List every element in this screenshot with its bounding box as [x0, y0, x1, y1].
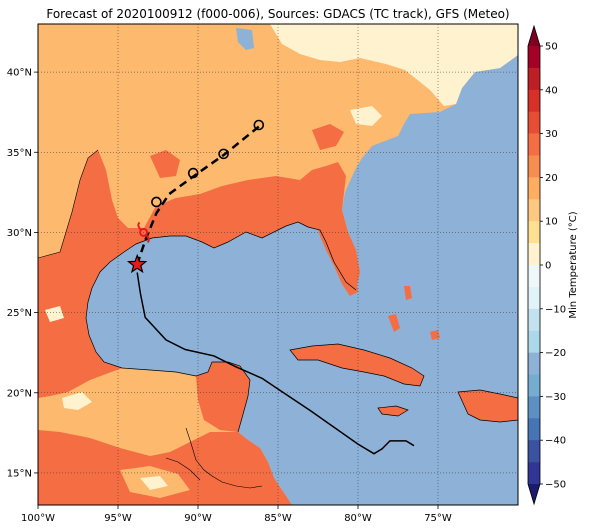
forecast-point-circle-icon [218, 148, 229, 160]
colorbar-ticks: 50 40 30 20 10 0 −10 −20 −30 −40 −50 [540, 42, 566, 491]
hurricane-symbol-ring [139, 227, 149, 237]
colorbar-bands [528, 46, 540, 485]
colorbar-band [528, 155, 540, 178]
forecast-point-circle-icon [151, 196, 162, 208]
colorbar-band [528, 199, 540, 222]
warm-zone-northeast-band [312, 124, 344, 150]
colorbar-tick-label: 40 [545, 85, 558, 96]
island-bahamas-a [388, 314, 400, 332]
forecast-point-circle-icon [253, 119, 265, 131]
colorbar-tick-label: 50 [545, 42, 558, 53]
lon-tick-label: 75°W [424, 513, 452, 524]
hurricane-symbol-arm [145, 234, 150, 244]
island-bahamas-c [430, 330, 440, 340]
lat-tick-label: 40°N [7, 68, 32, 79]
colorbar-band [528, 67, 540, 91]
longitude-ticks: 100°W 95°W 90°W 85°W 80°W 75°W [21, 505, 452, 524]
colorbar-tick-label: 30 [545, 129, 558, 140]
current-position-star [126, 253, 148, 274]
colorbar: 50 40 30 20 10 0 −10 −20 −30 −40 −50 Min Temperatu… [527, 24, 579, 506]
island-hispaniola [458, 390, 518, 422]
colorbar-band [528, 440, 540, 463]
colorbar-band [528, 330, 540, 353]
colorbar-band [528, 177, 540, 200]
latitude-ticks: 15°N 20°N 25°N 30°N 35°N 40°N [7, 68, 38, 479]
colorbar-band [528, 308, 540, 331]
island-cuba [290, 344, 424, 386]
cool-zone-west-mexico-2 [45, 306, 64, 322]
florida-peninsula [316, 224, 358, 296]
colorbar-tick-label: 20 [545, 173, 558, 184]
warm-zone-mexico-coast [38, 430, 292, 505]
map-layers [38, 24, 518, 505]
warm-zone-yucatan [196, 362, 250, 432]
colorbar-tick-label: −20 [545, 348, 566, 359]
cool-zone-west-mexico [62, 392, 92, 410]
cool-zone-mexico-highland-2 [140, 476, 168, 490]
colorbar-band [528, 396, 540, 419]
lon-tick-label: 90°W [184, 513, 212, 524]
colorbar-band [528, 286, 540, 310]
colorbar-extend-top [528, 26, 540, 46]
cool-zone-northeast [270, 24, 518, 106]
lat-tick-label: 35°N [7, 148, 32, 159]
political-borders [38, 149, 263, 489]
hurricane-track-past [136, 272, 415, 455]
warm-zone-texas-gulf [38, 150, 360, 398]
colorbar-tick-label: 10 [545, 217, 558, 228]
hurricane-forecast-points [151, 119, 265, 208]
colorbar-band [528, 352, 540, 375]
forecast-point-circle-icon [187, 167, 199, 179]
colorbar-band [528, 265, 540, 288]
colorbar-tick-label: −10 [545, 304, 566, 315]
colorbar-tick-label: −30 [545, 392, 566, 403]
lon-tick-label: 85°W [264, 513, 292, 524]
map-gridlines [38, 24, 518, 505]
colorbar-band [528, 243, 540, 266]
lat-tick-label: 30°N [7, 228, 32, 239]
colorbar-band [528, 133, 540, 156]
lon-tick-label: 100°W [21, 513, 55, 524]
colorbar-tick-label: −40 [545, 436, 566, 447]
colorbar-tick-label: −50 [545, 480, 566, 491]
warm-zone-central-plains [150, 150, 180, 178]
figure-title: Forecast of 2020100912 (f000-006), Sourc… [46, 7, 509, 21]
colorbar-band [528, 418, 540, 441]
colorbar-band [528, 374, 540, 397]
hurricane-symbol-arm [137, 221, 142, 231]
lat-tick-label: 15°N [7, 468, 32, 479]
colorbar-extend-bottom [528, 484, 540, 504]
current-position-star-icon [126, 253, 148, 274]
coastlines [85, 221, 518, 433]
island-jamaica [378, 406, 408, 416]
colorbar-band [528, 46, 540, 69]
colorbar-band [528, 462, 540, 485]
island-bahamas-b [404, 286, 412, 300]
colorbar-label: Min Temperature (°C) [568, 211, 579, 318]
hurricane-symbol-icon [137, 221, 150, 244]
colorbar-tick-label: 0 [545, 261, 551, 272]
lon-tick-label: 80°W [344, 513, 372, 524]
lon-tick-label: 95°W [104, 513, 132, 524]
map-panel: 100°W 95°W 90°W 85°W 80°W 75°W 15°N 20°N 25°N 30… [7, 23, 519, 524]
land-north-america [38, 24, 518, 505]
hurricane-track-forecast [136, 125, 260, 265]
colorbar-band [528, 221, 540, 244]
colorbar-band [528, 111, 540, 134]
colorbar-band [528, 89, 540, 112]
lake-michigan [236, 28, 254, 50]
lat-tick-label: 25°N [7, 308, 32, 319]
lat-tick-label: 20°N [7, 388, 32, 399]
